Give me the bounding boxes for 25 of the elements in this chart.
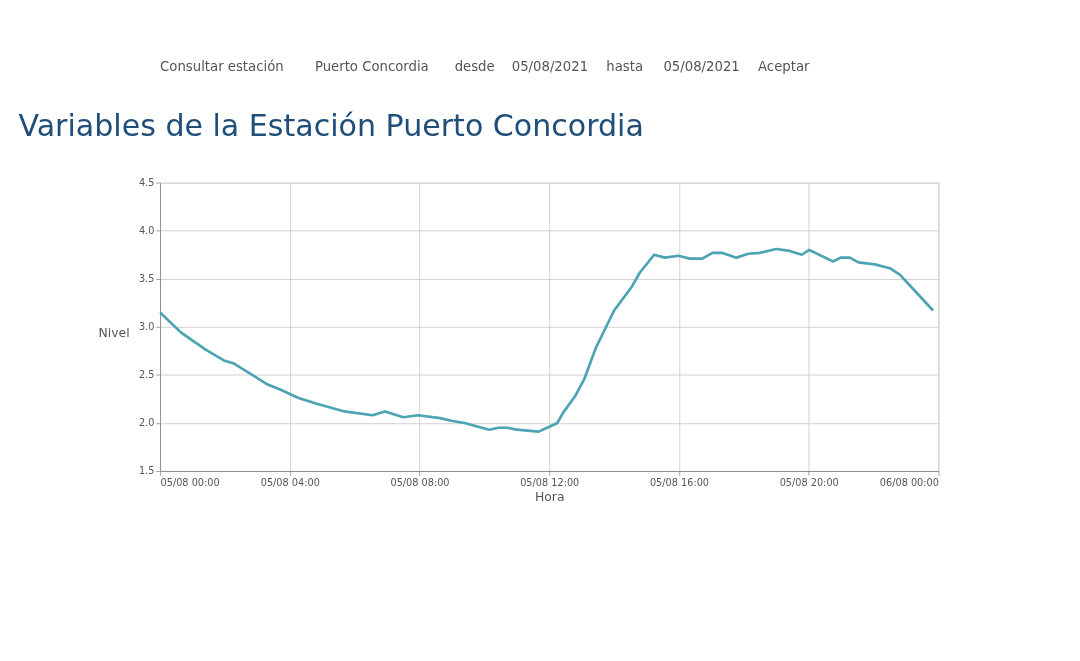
x-axis-title: Hora: [534, 489, 565, 504]
line-series: [158, 247, 935, 433]
y-tick-label: 4.0: [138, 224, 155, 236]
y-tick-label: 3.0: [138, 320, 155, 332]
text: 05/08/2021: [511, 59, 589, 75]
text: Puerto Concordia: [314, 59, 429, 75]
y-tick-label: 3.5: [138, 272, 155, 284]
x-tick-label: 05/08 04:00: [260, 476, 320, 488]
text: 05/08/2021: [663, 59, 740, 75]
x-tick-label: 06/08 00:00: [879, 476, 939, 488]
text: Aceptar: [758, 59, 811, 75]
x-tick-label: 05/08 20:00: [779, 476, 839, 488]
chart-title: Variables de la Estación Puerto Concordia: [18, 107, 644, 143]
y-tick-label: 2.5: [138, 369, 155, 380]
text: Consultar estación: [160, 59, 284, 75]
x-tick-label: 05/08 00:00: [160, 476, 220, 488]
x-tick-label: 05/08 08:00: [390, 476, 450, 488]
y-tick-label: 4.5: [138, 176, 155, 188]
y-tick-label: 2.0: [138, 417, 155, 429]
text: desde: [454, 59, 495, 75]
y-axis-title: Nivel: [98, 326, 130, 341]
y-tick-label: 1.5: [138, 465, 155, 477]
x-tick-label: 05/08 16:00: [649, 476, 710, 488]
text: hasta: [606, 59, 644, 75]
x-tick-label: 05/08 12:00: [520, 476, 580, 488]
